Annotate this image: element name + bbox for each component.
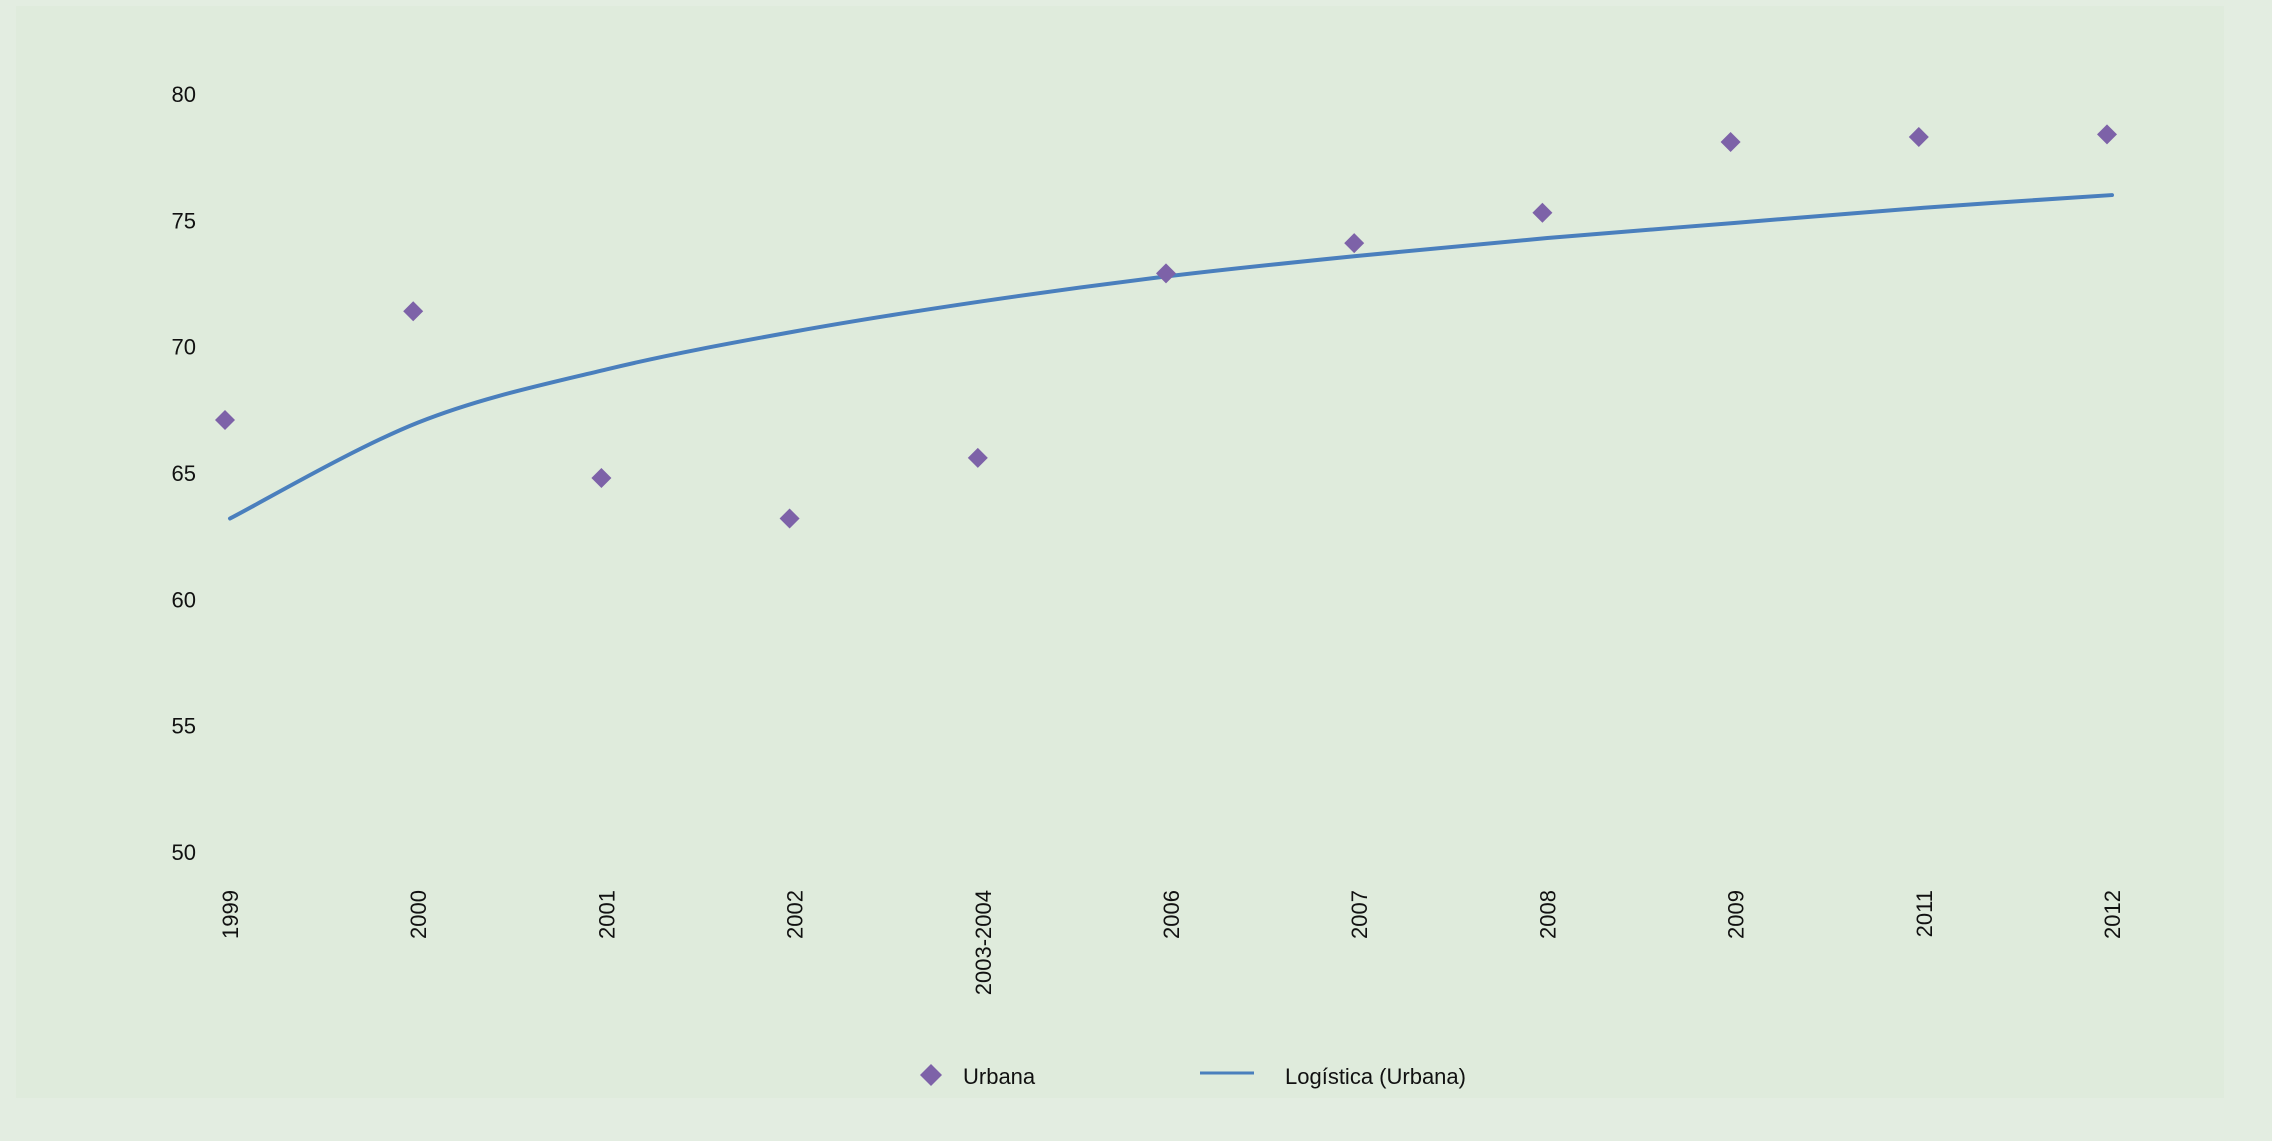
y-axis-labels: 50 55 60 65 70 75 80 [172, 82, 196, 865]
legend-item-logistica-urbana: Logística (Urbana) [1200, 1064, 1466, 1089]
x-tick-label: 2000 [406, 890, 431, 939]
data-point-urbana [1344, 233, 1365, 254]
legend-marker-diamond-icon [920, 1064, 942, 1086]
data-point-urbana [215, 409, 235, 430]
y-tick-label: 55 [172, 714, 196, 739]
data-point-urbana [1532, 202, 1553, 223]
x-tick-label: 2001 [594, 890, 619, 939]
data-point-urbana [1156, 263, 1176, 284]
legend-label-logistica-urbana: Logística (Urbana) [1285, 1064, 1466, 1089]
data-point-urbana [779, 508, 800, 529]
y-tick-label: 80 [172, 82, 196, 107]
x-axis-labels: 1999 2000 2001 2002 2003-2004 2006 2007 2008 200… [218, 890, 2125, 995]
x-tick-label: 2009 [1724, 890, 1749, 939]
x-tick-label: 2007 [1347, 890, 1372, 939]
legend-label-urbana: Urbana [963, 1064, 1036, 1089]
marker-layer [215, 124, 2117, 529]
y-tick-label: 75 [172, 208, 196, 233]
x-tick-label: 2006 [1159, 890, 1184, 939]
x-tick-label: 1999 [218, 890, 243, 939]
x-tick-label: 2008 [1535, 890, 1560, 939]
y-tick-label: 50 [172, 840, 196, 865]
y-tick-label: 70 [172, 335, 196, 360]
data-point-urbana [1720, 132, 1741, 153]
data-point-urbana [967, 447, 988, 468]
y-tick-label: 65 [172, 461, 196, 486]
data-point-urbana [1908, 126, 1929, 147]
data-point-urbana [403, 301, 424, 322]
x-tick-label: 2012 [2100, 890, 2125, 939]
x-tick-label: 2011 [1912, 890, 1937, 937]
data-point-urbana [591, 468, 612, 489]
data-point-urbana [2097, 124, 2117, 145]
y-tick-label: 60 [172, 587, 196, 612]
x-tick-label: 2003-2004 [971, 890, 996, 995]
legend-item-urbana: Urbana [920, 1064, 1036, 1089]
chart-background [16, 6, 2224, 1098]
legend: Urbana Logística (Urbana) [920, 1064, 1466, 1089]
x-tick-label: 2002 [783, 890, 808, 939]
